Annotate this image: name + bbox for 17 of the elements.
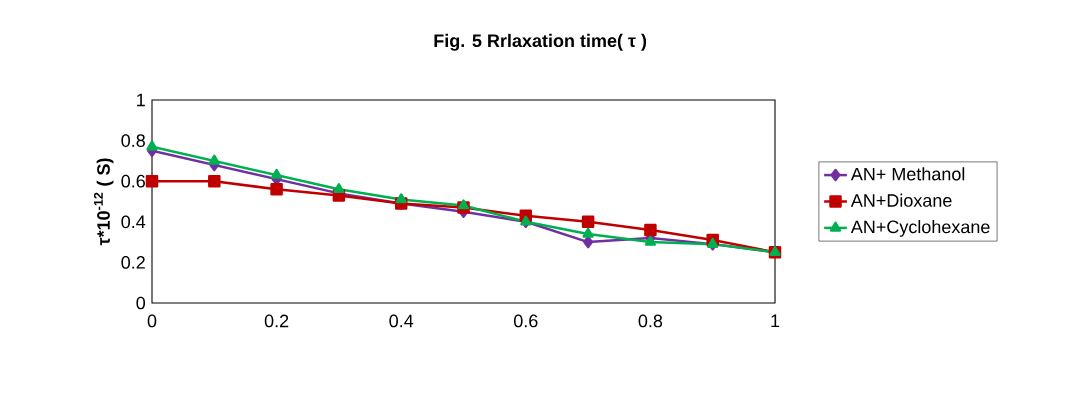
- x-tick-label: 0.8: [638, 314, 663, 328]
- legend-label: AN+ Methanol: [850, 167, 965, 181]
- chart-title: Fig. 5 Rrlaxation time( τ ): [434, 33, 647, 51]
- x-tick-label: 1: [771, 314, 780, 327]
- legend-label: AN+Dioxane: [850, 193, 952, 207]
- x-tick-label: 0.2: [264, 314, 289, 328]
- y-tick-label: 1: [137, 93, 145, 107]
- y-tick-label: 0.2: [121, 256, 145, 269]
- y-tick-label: 0: [136, 296, 146, 310]
- x-tick-label: 0.4: [389, 314, 414, 328]
- x-tick-label: 0: [147, 314, 157, 328]
- legend-label: AN+Cyclohexane: [850, 220, 990, 237]
- y-tick-label: 0.8: [121, 134, 145, 147]
- y-tick-label: 0.6: [121, 174, 145, 188]
- y-axis-title: τ*10$^{-12}$ ( S): [93, 158, 114, 246]
- x-tick-label: 0.6: [514, 314, 538, 328]
- y-tick-label: 0.4: [121, 215, 146, 229]
